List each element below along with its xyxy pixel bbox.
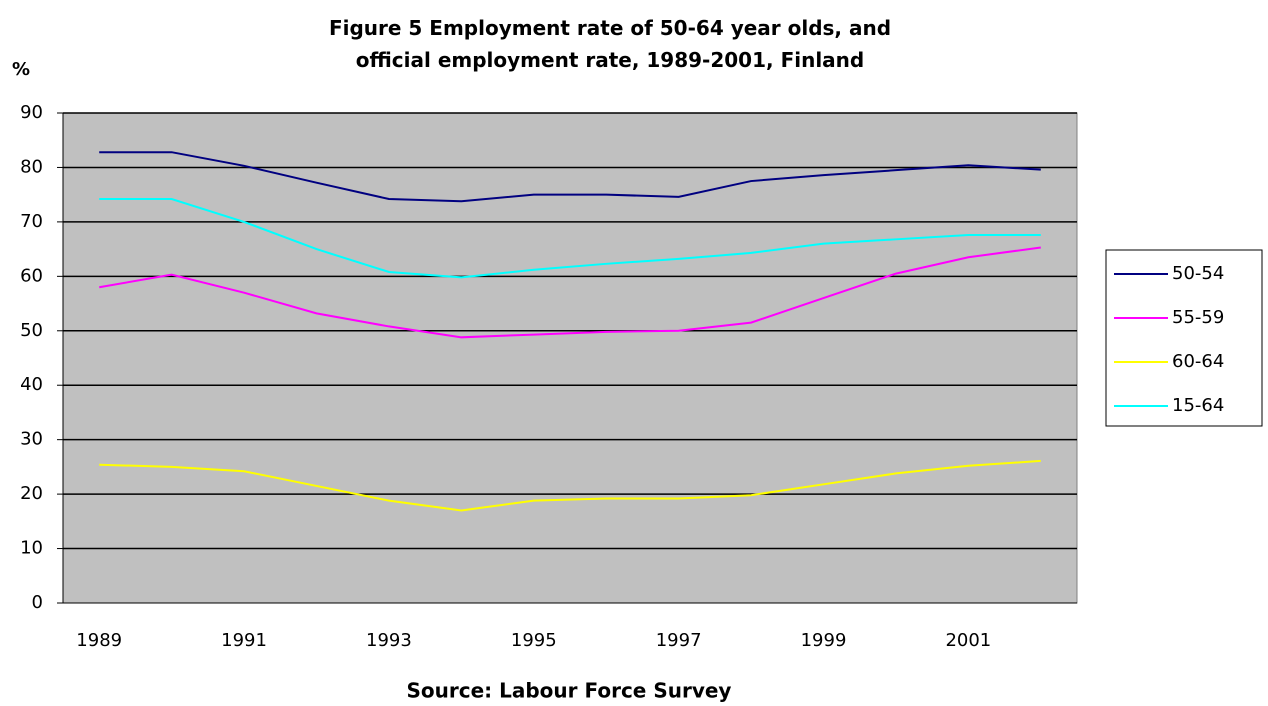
x-tick-label: 1991 <box>221 630 267 651</box>
source-note: Source: Labour Force Survey <box>407 679 732 703</box>
x-tick-label: 1999 <box>801 630 847 651</box>
legend-label: 15-64 <box>1172 395 1224 416</box>
series-line <box>99 151 1041 203</box>
legend-label: 50-54 <box>1172 263 1224 284</box>
y-tick-label: 30 <box>20 429 43 450</box>
x-tick-label: 1995 <box>511 630 557 651</box>
y-tick-label: 70 <box>20 211 43 232</box>
plot-area <box>62 112 1078 604</box>
y-tick-label: 50 <box>20 320 43 341</box>
x-tick-label: 2001 <box>945 630 991 651</box>
y-tick-label: 90 <box>20 102 43 123</box>
y-axis-label: % <box>12 59 30 80</box>
x-tick-label: 1989 <box>76 630 122 651</box>
series-line <box>99 198 1041 279</box>
legend-label: 60-64 <box>1172 351 1224 372</box>
x-tick-label: 1997 <box>656 630 702 651</box>
legend-label: 55-59 <box>1172 307 1224 328</box>
y-tick-label: 20 <box>20 483 43 504</box>
x-tick-label: 1993 <box>366 630 412 651</box>
legend-box <box>1105 249 1263 427</box>
chart-title: Figure 5 Employment rate of 50-64 year o… <box>328 16 892 72</box>
y-tick-label: 40 <box>20 374 43 395</box>
y-tick-label: 0 <box>32 592 43 613</box>
y-tick-label: 10 <box>20 538 43 559</box>
series-line <box>99 459 1041 512</box>
y-tick-label: 60 <box>20 265 43 286</box>
y-tick-label: 80 <box>20 156 43 177</box>
series-line <box>99 246 1041 339</box>
